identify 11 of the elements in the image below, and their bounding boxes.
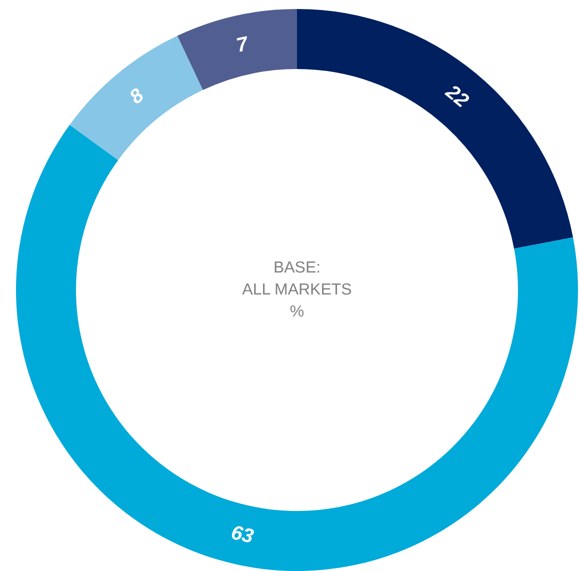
data-label: 63 (228, 522, 256, 548)
donut-slice (16, 124, 578, 571)
text: ALL MARKETS (242, 282, 352, 298)
data-label: 7 (234, 32, 251, 57)
donut-slice (70, 36, 203, 160)
text: % (290, 304, 304, 320)
text: BASE: (273, 260, 321, 276)
donut-slice (177, 9, 297, 90)
donut-slice (297, 9, 574, 249)
data-label: 8 (126, 84, 149, 109)
data-label: 22 (440, 80, 473, 112)
